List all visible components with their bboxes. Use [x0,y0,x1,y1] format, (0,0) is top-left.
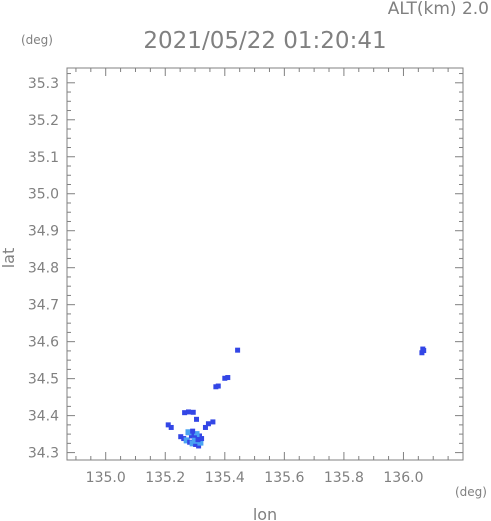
plot-area: 135.0 135.2 135.4 135.6 135.8 136.0 34.3 34.4 34… [28,67,464,486]
echo-point [222,375,228,381]
echo-point [196,443,202,449]
y-tick-label: 34.4 [28,409,59,425]
echo-point [190,428,196,434]
echo-point [193,441,199,447]
echo-point [193,431,200,438]
y-tick-label: 34.6 [28,335,59,351]
echo-point [178,434,184,440]
echo-point [199,436,205,442]
y-tick-label: 34.9 [28,224,59,240]
y-tick-label: 35.0 [28,187,59,203]
x-tick-label: 135.2 [145,470,185,486]
echo-point [182,410,188,416]
y-tick-label: 34.5 [28,372,59,388]
x-tick-label: 135.6 [264,470,304,486]
echo-point [420,346,426,352]
plot-frame [66,67,464,461]
echo-point [195,437,201,443]
y-tick-label: 34.3 [28,446,59,462]
x-axis-label: lon [253,505,277,521]
x-tick-label: 135.4 [205,470,245,486]
y-tick-label: 34.8 [28,261,59,277]
echo-point [194,416,200,422]
echo-point [225,375,231,381]
echo-point [235,347,241,353]
y-axis-label: lat [0,248,18,269]
echo-point [168,424,174,430]
echo-point [215,383,221,389]
echo-point [190,409,196,415]
x-tick-label: 136.0 [383,470,423,486]
y-tick-label: 35.1 [28,150,59,166]
echo-point [165,422,171,428]
y-tick-label: 35.3 [28,76,59,92]
echo-point [183,437,190,444]
echo-point [205,421,211,427]
echo-point [185,429,192,436]
axis-ticks: 135.0 135.2 135.4 135.6 135.8 136.0 34.3 34.4 34… [28,68,464,486]
x-unit-label: (deg) [455,485,487,499]
y-tick-label: 35.2 [28,113,59,129]
x-tick-label: 135.8 [324,470,364,486]
y-unit-label: (deg) [21,33,53,47]
echo-point [202,424,208,430]
echo-point [188,433,194,439]
timestamp-title: 2021/05/22 01:20:41 [143,28,386,54]
echo-point [210,419,216,425]
y-tick-label: 34.7 [28,298,59,314]
altitude-label: ALT(km) 2.0 [388,0,489,19]
echo-points [165,346,427,449]
echo-point [197,439,204,446]
echo-point [192,437,199,444]
x-tick-label: 135.0 [86,470,126,486]
echo-point [185,409,191,415]
